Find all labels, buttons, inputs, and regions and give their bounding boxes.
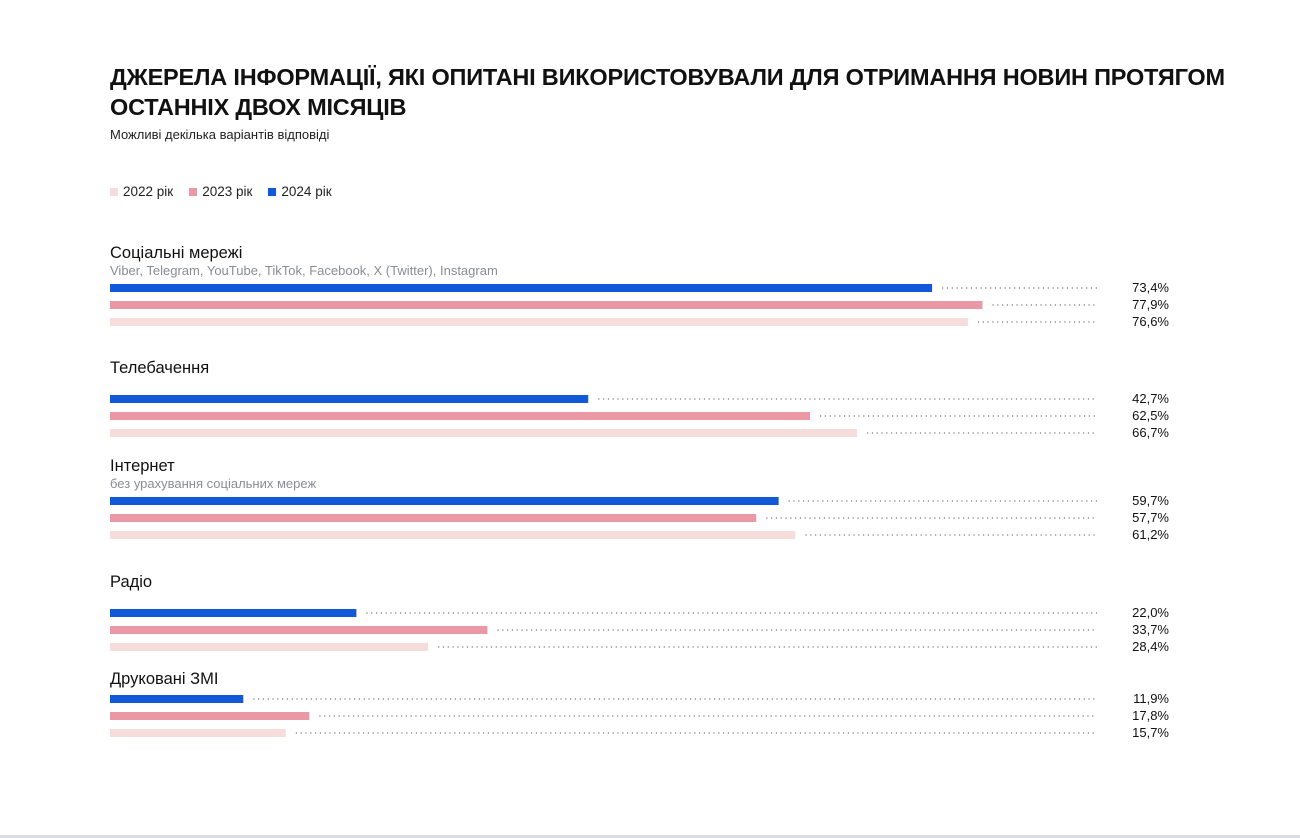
- legend-swatch-2023: [189, 187, 198, 196]
- bar: [110, 395, 589, 403]
- bottom-divider: [0, 835, 1300, 838]
- legend-item-2023: 2023 рік: [189, 184, 252, 199]
- bar: [110, 729, 286, 737]
- data-label: 11,9%: [1133, 691, 1169, 706]
- data-label: 15,7%: [1132, 725, 1169, 740]
- bar: [110, 695, 244, 703]
- data-label: 61,2%: [1132, 527, 1169, 542]
- legend-label-2024: 2024 рік: [281, 184, 332, 199]
- chart-subtitle: Можливі декілька варіантів відповіді: [110, 127, 330, 142]
- bar: [110, 712, 310, 720]
- legend-label-2022: 2022 рік: [123, 184, 174, 199]
- data-label: 28,4%: [1132, 639, 1169, 654]
- data-label: 73,4%: [1132, 280, 1169, 295]
- data-label: 76,6%: [1132, 314, 1169, 329]
- bar: [110, 531, 796, 539]
- legend-swatch-2024: [268, 187, 277, 196]
- legend-label-2023: 2023 рік: [202, 184, 253, 199]
- data-label: 59,7%: [1132, 493, 1169, 508]
- bar: [110, 412, 810, 420]
- data-label: 66,7%: [1132, 425, 1169, 440]
- category-label: Соціальні мережі: [110, 244, 242, 262]
- bar: [110, 626, 488, 634]
- data-label: 42,7%: [1132, 391, 1169, 406]
- legend-item-2022: 2022 рік: [110, 184, 173, 199]
- data-label: 57,7%: [1132, 510, 1169, 525]
- data-label: 33,7%: [1132, 622, 1169, 637]
- category-sublabel: Viber, Telegram, YouTube, TikTok, Facebo…: [110, 263, 498, 278]
- data-label: 22,0%: [1132, 605, 1169, 620]
- bar: [110, 429, 858, 437]
- legend-swatch-2022: [110, 187, 118, 196]
- bar: [110, 301, 983, 309]
- chart-title: ДЖЕРЕЛА ІНФОРМАЦІЇ, ЯКІ ОПИТАНІ ВИКОРИСТ…: [110, 64, 1225, 120]
- data-label: 17,8%: [1132, 708, 1169, 723]
- category-label: Інтернет: [110, 457, 175, 475]
- category-label: Телебачення: [110, 359, 209, 377]
- legend-item-2024: 2024 рік: [268, 184, 332, 199]
- data-label: 77,9%: [1132, 297, 1169, 312]
- category-label: Друковані ЗМІ: [110, 670, 218, 688]
- bar: [110, 609, 357, 617]
- chart-legend: 2022 рік 2023 рік 2024 рік: [110, 184, 332, 199]
- category-sublabel: без урахування соціальних мереж: [110, 476, 316, 491]
- data-label: 62,5%: [1132, 408, 1169, 423]
- bar: [110, 318, 968, 326]
- bar: [110, 643, 429, 651]
- bar: [110, 284, 933, 292]
- bar: [110, 497, 779, 505]
- bar: [110, 514, 757, 522]
- category-label: Радіо: [110, 573, 152, 591]
